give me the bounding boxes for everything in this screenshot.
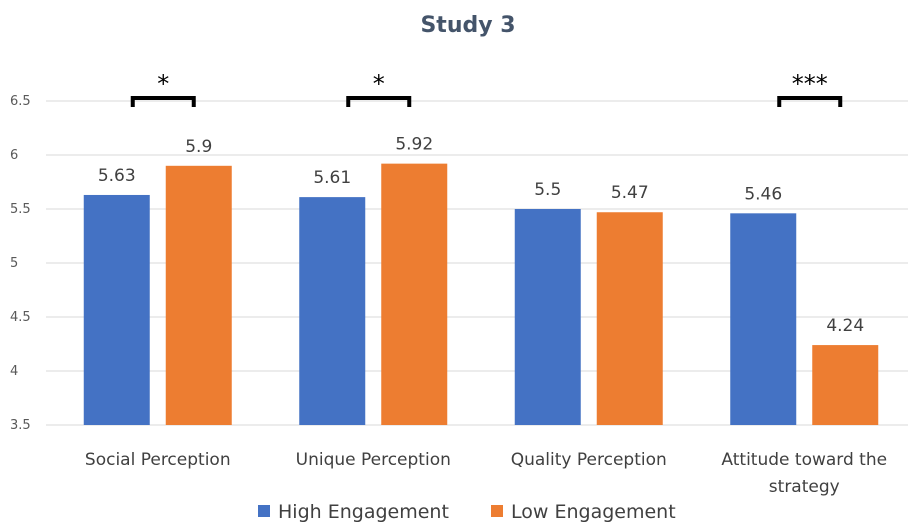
y-tick-label: 5.5 bbox=[10, 202, 31, 217]
bar-low-engagement bbox=[165, 165, 232, 426]
y-tick-label: 4 bbox=[10, 364, 18, 379]
y-tick-label: 3.5 bbox=[10, 418, 31, 433]
bar-high-engagement bbox=[514, 209, 581, 425]
bars bbox=[83, 163, 879, 426]
category-label: Social Perception bbox=[85, 450, 231, 470]
significance-bracket bbox=[346, 96, 412, 107]
bar-high-engagement bbox=[83, 194, 150, 425]
y-tick-label: 6.5 bbox=[10, 94, 31, 109]
bar-low-engagement bbox=[812, 345, 879, 425]
data-label: 5.46 bbox=[744, 184, 782, 204]
data-label: 5.61 bbox=[313, 168, 351, 188]
data-label: 5.47 bbox=[611, 183, 649, 203]
significance-marker: *** bbox=[792, 70, 828, 98]
y-tick-label: 6 bbox=[10, 148, 18, 163]
bar-low-engagement bbox=[381, 163, 448, 425]
chart-title: Study 3 bbox=[420, 13, 515, 38]
legend-swatch-low-engagement bbox=[491, 505, 503, 517]
significance-marker: * bbox=[373, 70, 385, 98]
data-label: 4.24 bbox=[826, 316, 864, 336]
category-label: Quality Perception bbox=[511, 450, 667, 470]
bar-high-engagement bbox=[730, 213, 797, 425]
data-labels: 5.63 5.9 5.61 5.92 5.5 5.47 5.46 4.24 bbox=[98, 135, 864, 336]
bar-high-engagement bbox=[299, 197, 366, 425]
category-label: Attitude toward the bbox=[721, 450, 887, 470]
y-tick-label: 5 bbox=[10, 256, 18, 271]
significance-marker: * bbox=[157, 70, 169, 98]
bar-low-engagement bbox=[596, 212, 663, 425]
significance-markers: * * *** bbox=[130, 70, 843, 107]
legend-swatch-high-engagement bbox=[258, 505, 270, 517]
category-labels: Social Perception Unique Perception Qualit… bbox=[85, 450, 887, 497]
category-label: strategy bbox=[769, 477, 840, 497]
significance-bracket bbox=[130, 96, 196, 107]
legend: High Engagement Low Engagement bbox=[258, 501, 676, 523]
data-label: 5.92 bbox=[395, 135, 433, 155]
significance-bracket bbox=[777, 96, 843, 107]
legend-label: High Engagement bbox=[278, 501, 449, 523]
data-label: 5.9 bbox=[185, 137, 212, 157]
y-axis: 3.5 4 4.5 5 5.5 6 6.5 bbox=[10, 94, 31, 433]
data-label: 5.5 bbox=[534, 180, 561, 200]
y-tick-label: 4.5 bbox=[10, 310, 31, 325]
data-label: 5.63 bbox=[98, 166, 136, 186]
legend-label: Low Engagement bbox=[511, 501, 676, 523]
category-label: Unique Perception bbox=[296, 450, 451, 470]
